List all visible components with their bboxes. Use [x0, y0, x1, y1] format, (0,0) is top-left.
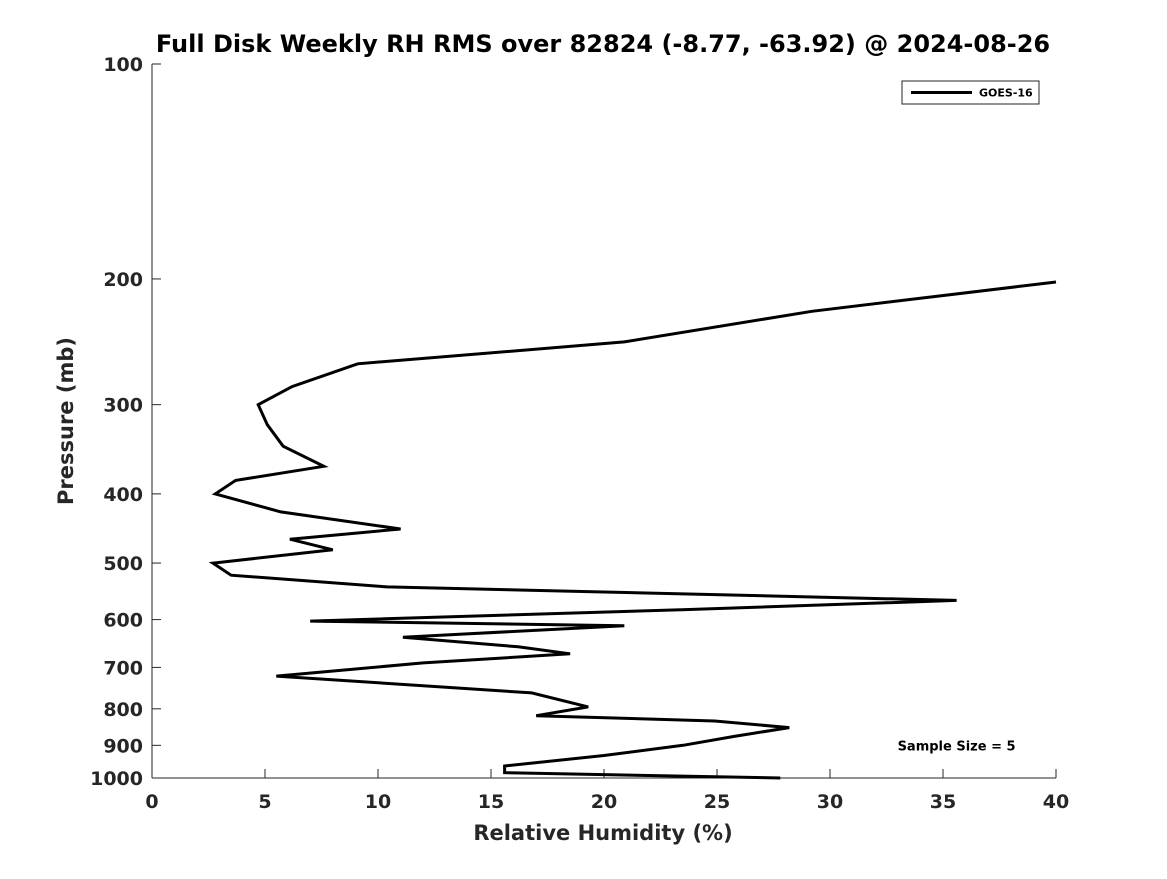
y-tick-label: 100: [103, 54, 143, 76]
sample-size-annotation: Sample Size = 5: [898, 739, 1016, 754]
legend-entry-label: GOES-16: [979, 87, 1033, 100]
x-tick-label: 20: [591, 791, 617, 813]
x-tick-label: 30: [817, 791, 843, 813]
y-tick-label: 400: [103, 484, 143, 506]
x-tick-label: 10: [365, 791, 391, 813]
x-tick-label: 25: [704, 791, 730, 813]
x-tick-label: 40: [1043, 791, 1069, 813]
series-line-goes-16: [208, 280, 1057, 780]
annotations: Sample Size = 5: [898, 739, 1016, 754]
y-tick-label: 200: [103, 269, 143, 291]
x-tick-label: 5: [258, 791, 271, 813]
y-tick-label: 1000: [90, 768, 143, 790]
plot-area: 0 5 10 15 20 25 30 35 40 100 200 300 400 500 600 700 800…: [90, 54, 1069, 813]
x-axis-label: Relative Humidity (%): [473, 821, 732, 845]
y-tick-label: 500: [103, 553, 143, 575]
y-tick-label: 800: [103, 699, 143, 721]
x-tick-label: 0: [145, 791, 158, 813]
x-tick-label: 15: [478, 791, 504, 813]
y-tick-label: 600: [103, 610, 143, 632]
legend: GOES-16: [901, 80, 1040, 105]
y-axis-label: Pressure (mb): [54, 337, 78, 505]
y-tick-label: 700: [103, 657, 143, 679]
y-tick-label: 300: [103, 395, 143, 417]
chart-title: Full Disk Weekly RH RMS over 82824 (-8.7…: [156, 30, 1050, 58]
y-tick-label: 900: [103, 735, 143, 757]
x-tick-label: 35: [930, 791, 956, 813]
